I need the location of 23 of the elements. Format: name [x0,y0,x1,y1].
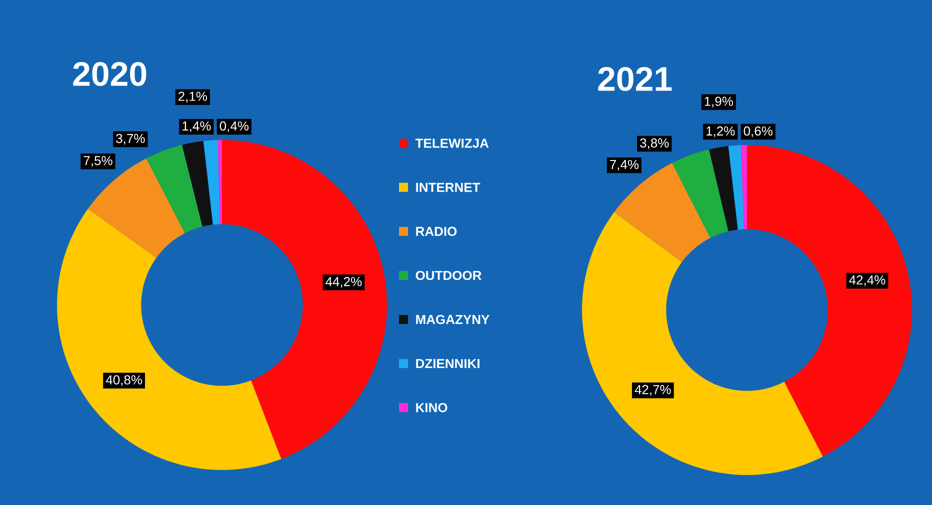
legend-label: KINO [416,403,448,412]
data-label: 3,8% [640,138,669,150]
data-label: 40,8% [106,375,142,386]
chart-title: 2021 [598,66,672,92]
data-label: 7,4% [610,160,639,171]
data-label: 44,2% [326,277,362,288]
data-label: 7,5% [84,156,112,167]
data-label: 0,4% [220,121,249,132]
legend-label: OUTDOOR [416,270,482,280]
data-label: 42,7% [634,384,671,396]
data-label: 1,2% [706,126,735,138]
data-label: 42,4% [849,275,886,286]
legend-label: INTERNET [416,182,480,192]
legend-label: MAGAZYNY [416,314,490,324]
data-label: 1,4% [182,121,211,132]
data-label: 2,1% [178,92,208,102]
data-label: 1,9% [704,96,733,108]
data-label: 0,6% [744,126,772,138]
legend-label: RADIO [416,226,457,236]
data-label: 3,7% [116,134,145,145]
legend-label: DZIENNIKI [416,359,480,368]
legend-label: TELEWIZJA [415,138,489,148]
chart-title: 2020 [73,62,146,86]
